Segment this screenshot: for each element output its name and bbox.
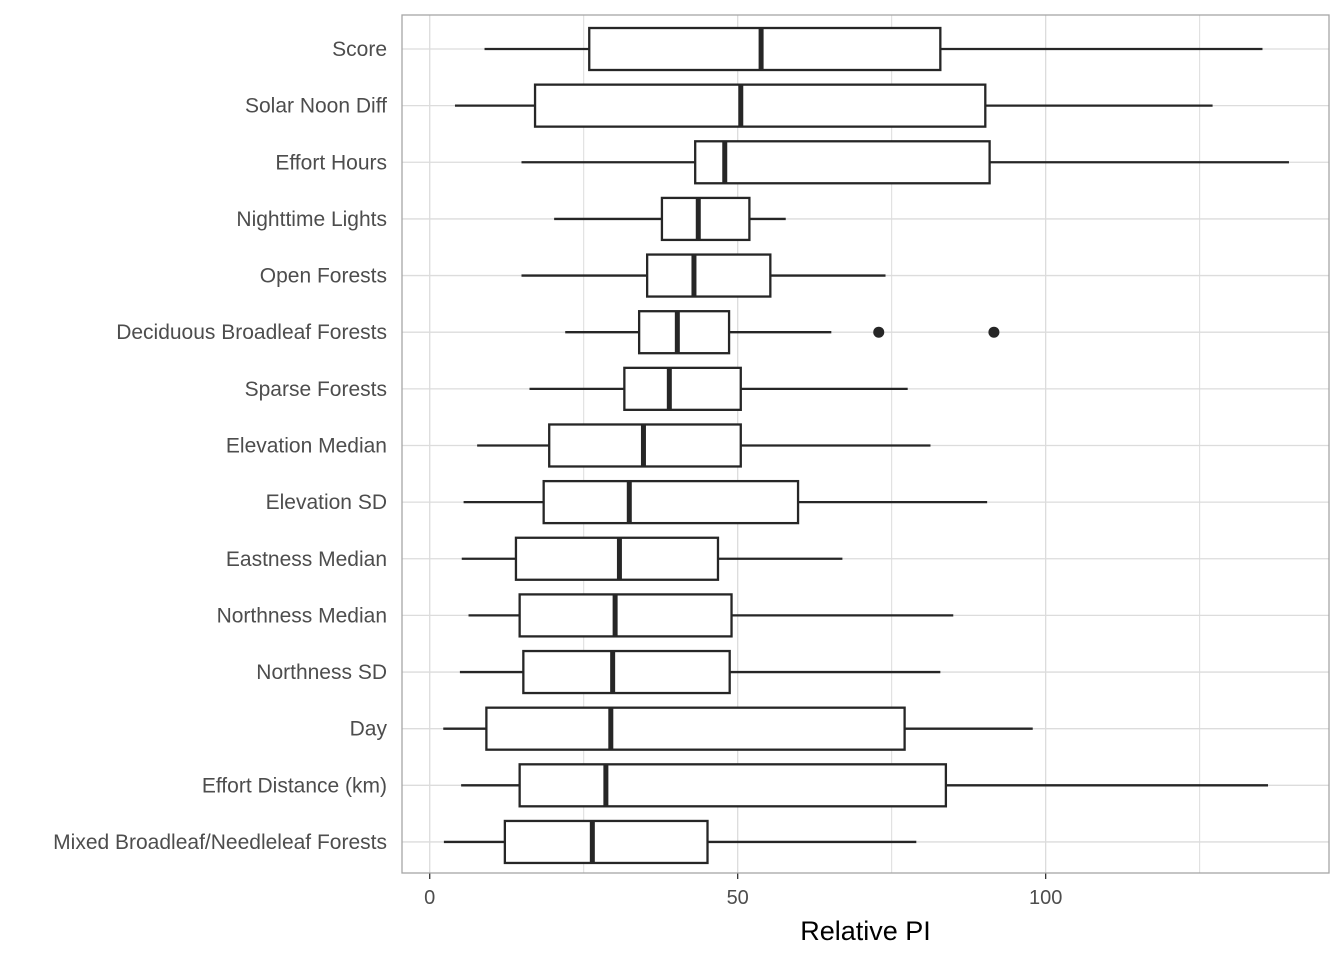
- category-label: Sparse Forests: [245, 378, 387, 401]
- iqr-box: [623, 366, 742, 411]
- iqr-box: [533, 83, 987, 128]
- category-label: Mixed Broadleaf/Needleleaf Forests: [53, 831, 387, 854]
- category-label: Elevation Median: [226, 434, 387, 457]
- box-7: [477, 423, 931, 468]
- category-labels: Score Solar Noon Diff Effort Hours Nighttim…: [53, 38, 387, 854]
- category-label: Solar Noon Diff: [245, 95, 387, 118]
- box-3: [554, 196, 786, 242]
- box-5: [565, 310, 1000, 355]
- iqr-box: [637, 310, 731, 355]
- box-6: [529, 366, 908, 411]
- category-label: Nighttime Lights: [236, 208, 387, 231]
- box-0: [484, 26, 1263, 72]
- box-14: [443, 819, 917, 865]
- box-1: [454, 83, 1213, 128]
- category-label: Score: [332, 38, 387, 61]
- iqr-box: [518, 763, 948, 808]
- iqr-box: [485, 706, 906, 751]
- box-8: [463, 479, 988, 525]
- x-tick-label: 50: [727, 887, 749, 909]
- category-label: Eastness Median: [226, 548, 387, 571]
- box-4: [521, 253, 886, 298]
- iqr-box: [518, 593, 733, 638]
- x-axis-title: Relative PI: [800, 916, 931, 946]
- iqr-box: [694, 140, 991, 185]
- category-label: Elevation SD: [266, 491, 387, 514]
- x-tick-label: 0: [424, 887, 435, 909]
- category-label: Effort Hours: [275, 151, 387, 174]
- category-label: Deciduous Broadleaf Forests: [116, 321, 387, 344]
- iqr-box: [660, 196, 751, 242]
- iqr-box: [503, 819, 709, 865]
- x-tick-label: 100: [1029, 887, 1062, 909]
- category-label: Day: [350, 718, 388, 741]
- box-layer: [443, 26, 1289, 865]
- category-label: Northness SD: [256, 661, 387, 684]
- iqr-box: [522, 649, 731, 695]
- box-2: [521, 140, 1289, 185]
- iqr-box: [588, 26, 942, 72]
- x-axis-ticks: 0 50 100: [424, 873, 1062, 909]
- iqr-box: [542, 479, 800, 525]
- box-13: [461, 763, 1269, 808]
- panel-border: [401, 14, 1330, 874]
- box-12: [443, 706, 1033, 751]
- category-label: Northness Median: [217, 604, 387, 627]
- box-10: [468, 593, 954, 638]
- iqr-box: [645, 253, 772, 298]
- category-label: Effort Distance (km): [202, 774, 387, 797]
- box-11: [459, 649, 941, 695]
- outlier-point: [873, 326, 885, 338]
- box-9: [461, 536, 843, 581]
- category-label: Open Forests: [260, 265, 387, 288]
- outlier-point: [988, 326, 1000, 338]
